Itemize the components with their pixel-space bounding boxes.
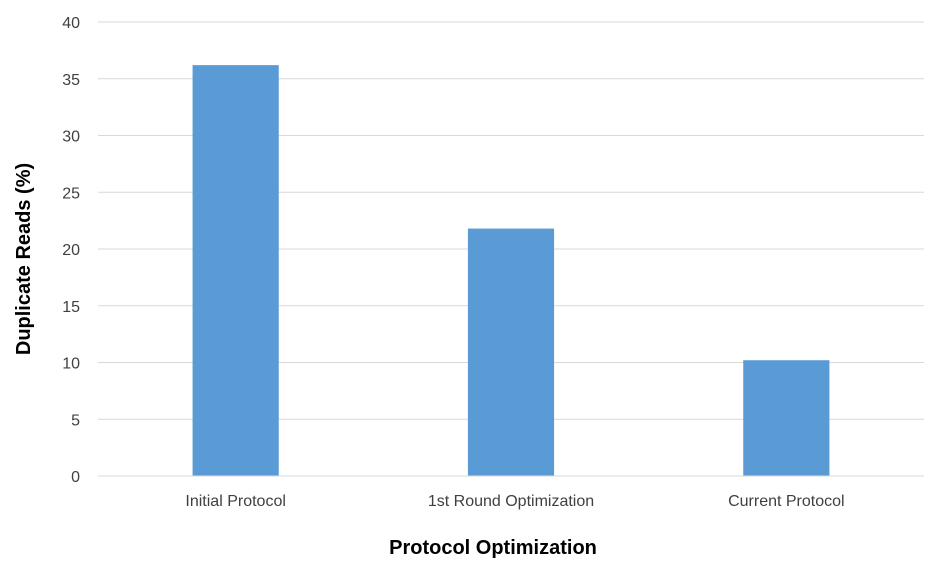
x-tick-label: Current Protocol [728,493,845,510]
y-tick-label: 40 [62,15,80,32]
y-tick-label: 0 [71,469,80,486]
y-tick-label: 30 [62,129,80,146]
x-axis-title: Protocol Optimization [389,537,597,559]
y-tick-label: 20 [62,242,80,259]
y-tick-label: 10 [62,356,80,373]
y-tick-label: 35 [62,72,80,89]
bar [467,228,555,476]
y-tick-label: 15 [62,299,80,316]
bars [192,65,830,476]
y-tick-label: 5 [71,412,80,429]
bar [192,65,279,476]
bar [743,360,830,476]
y-axis-title: Duplicate Reads (%) [13,163,35,355]
y-tick-labels: 0 5 10 15 20 25 30 35 40 [62,15,80,486]
y-tick-label: 25 [62,185,80,202]
x-tick-label: Initial Protocol [185,493,286,510]
x-tick-label: 1st Round Optimization [428,493,594,510]
x-tick-labels: Initial Protocol 1st Round Optimization Cu… [185,493,844,510]
